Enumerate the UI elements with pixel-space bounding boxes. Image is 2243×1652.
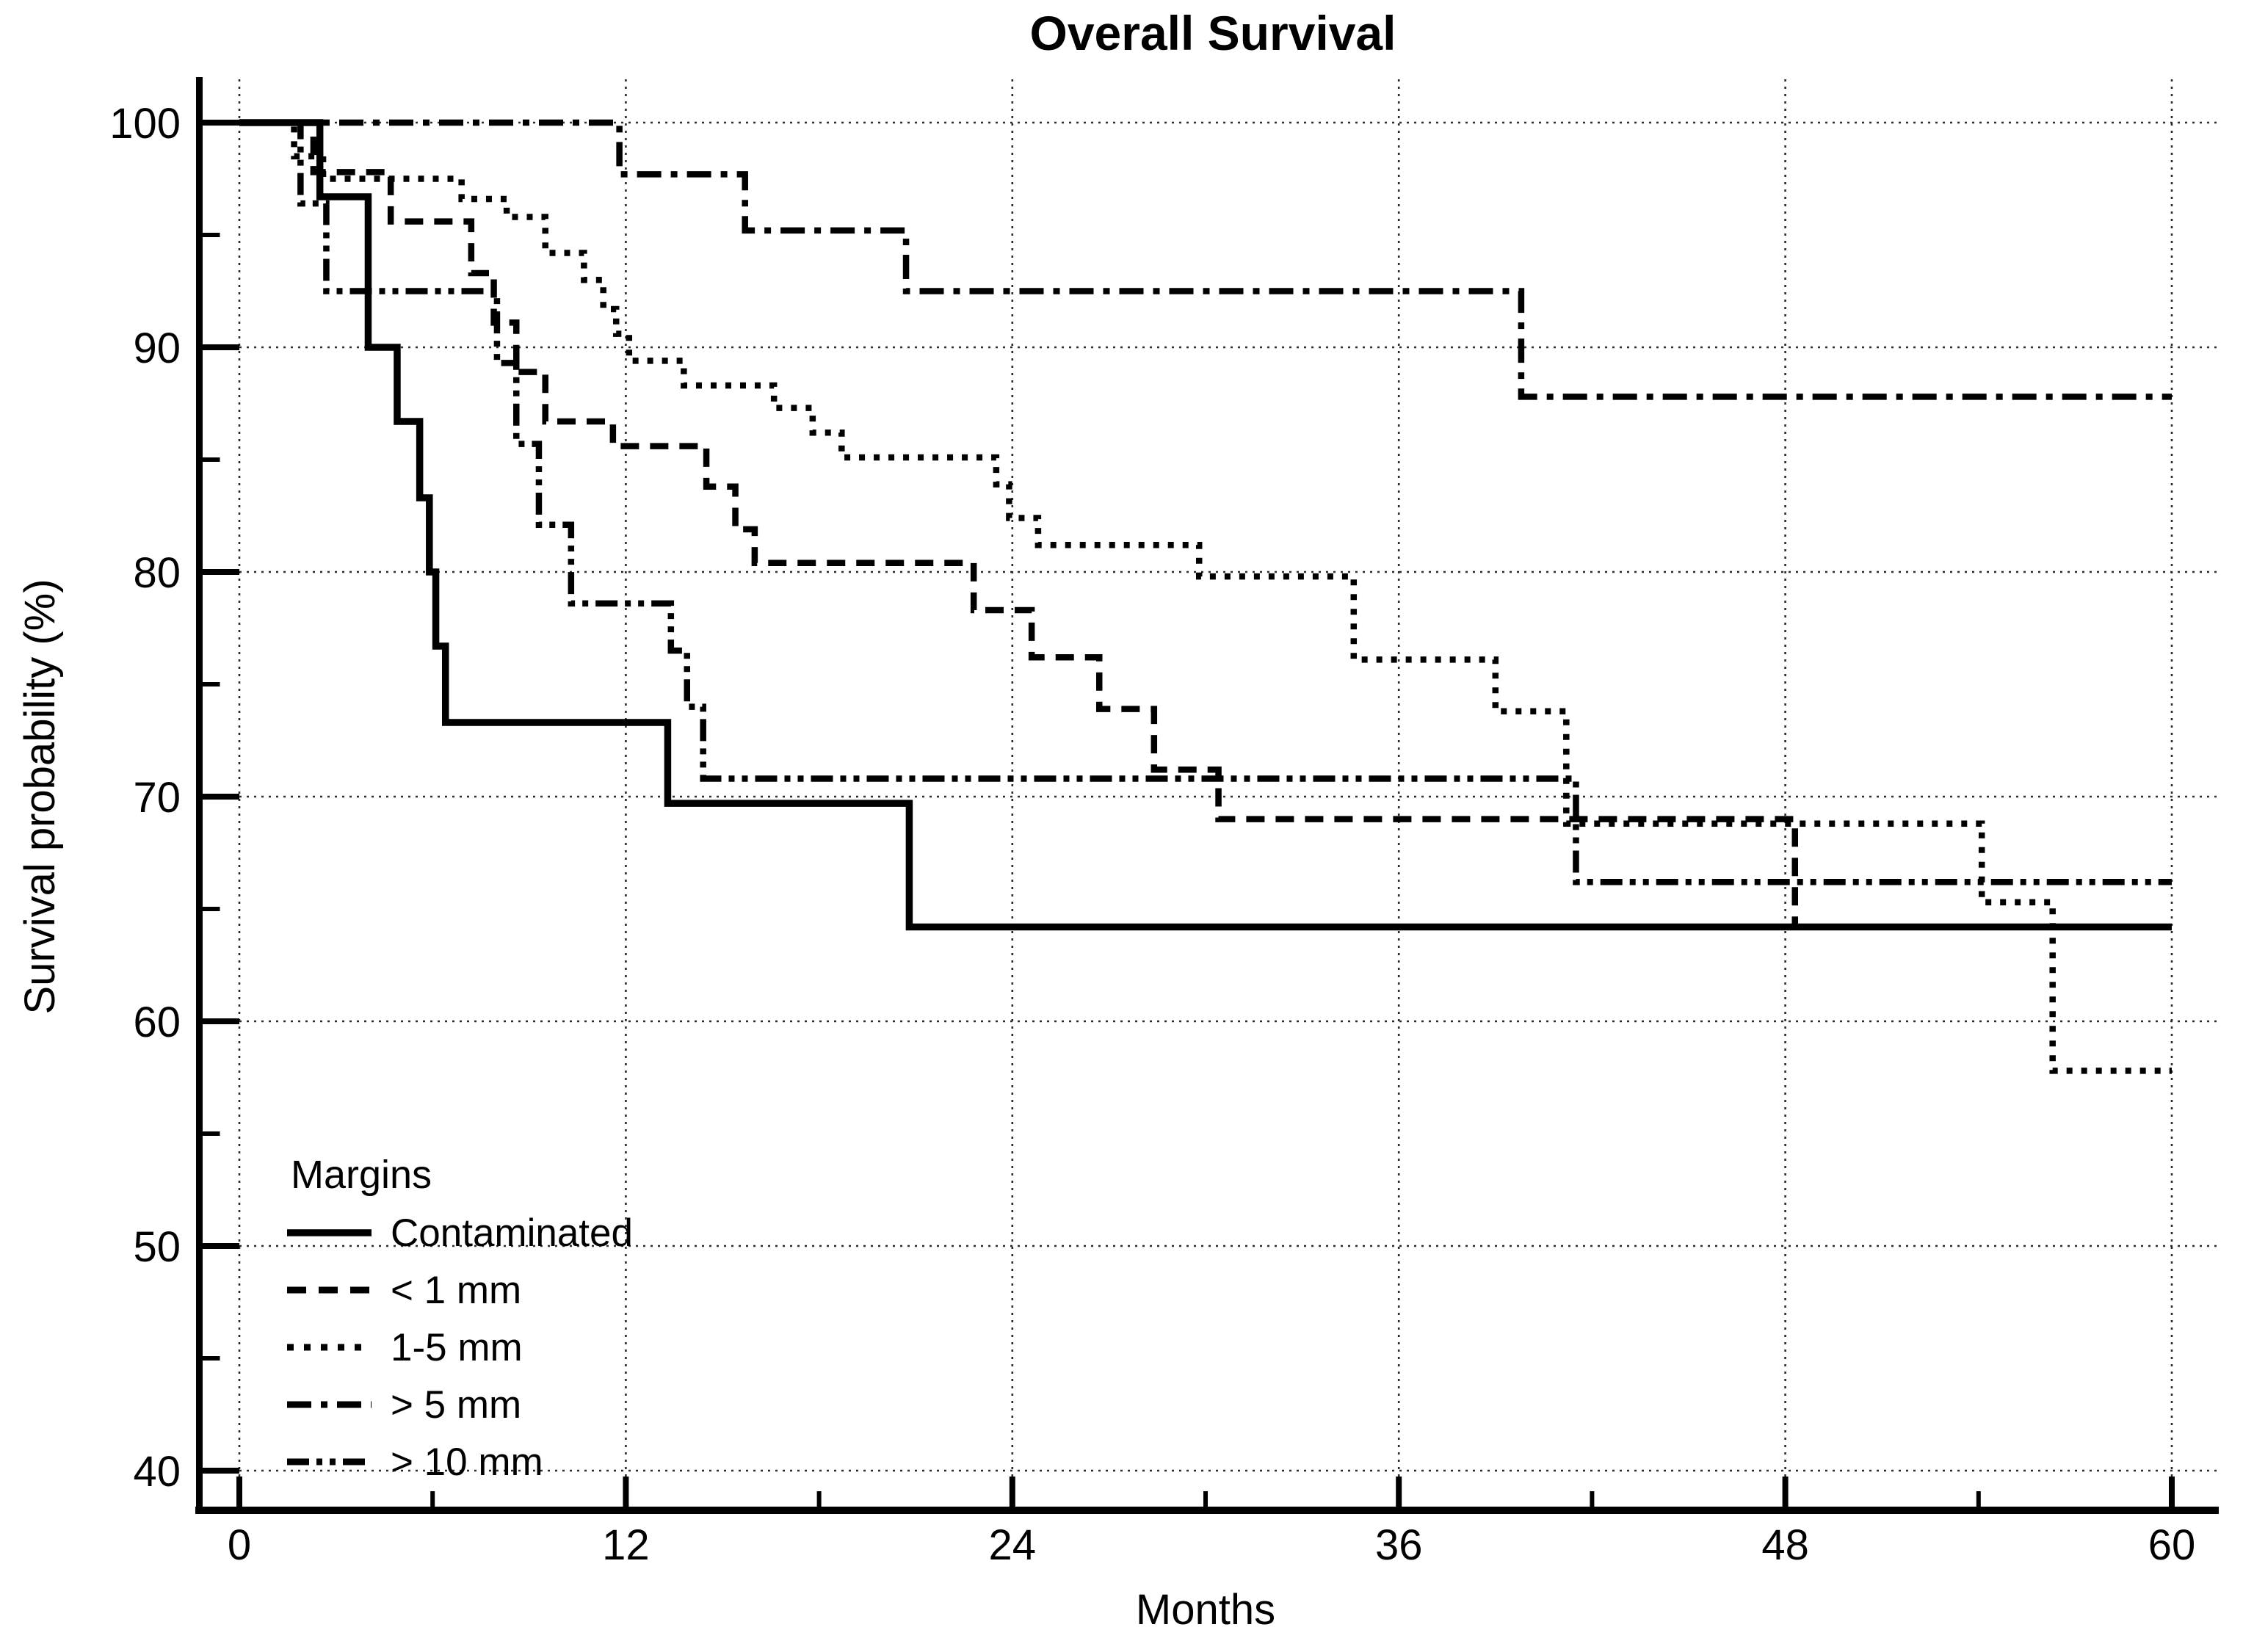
legend-item-5-mm: > 5 mm	[287, 1383, 521, 1427]
tick-labels: 100 90 80 70 60 50 40 0 12 24 36 48 60	[109, 100, 2195, 1569]
legend-item-contaminated: Contaminated	[287, 1211, 633, 1255]
x-tick-label: 24	[989, 1521, 1037, 1569]
x-tick-label: 12	[602, 1521, 650, 1569]
gridlines	[238, 79, 2217, 1507]
legend-item-10-mm: > 10 mm	[287, 1441, 543, 1484]
x-tick-label: 60	[2148, 1521, 2196, 1569]
y-tick-label: 40	[133, 1448, 181, 1496]
legend-item-label: 1-5 mm	[391, 1326, 523, 1369]
axes	[195, 77, 2219, 1514]
legend: Margins Contaminated < 1 mm 1-5 mm > 5 mm > …	[287, 1153, 633, 1484]
y-tick-label: 60	[133, 999, 181, 1046]
legend-item-label: Contaminated	[391, 1211, 633, 1255]
x-tick-label: 48	[1761, 1521, 1809, 1569]
y-tick-label: 80	[133, 549, 181, 597]
legend-item-label: > 5 mm	[391, 1383, 521, 1427]
y-tick-label: 70	[133, 774, 181, 822]
y-axis-label: Survival probability (%)	[16, 579, 64, 1014]
series-contaminated	[239, 119, 2172, 931]
chart-title: Overall Survival	[1030, 6, 1396, 60]
y-tick-label: 50	[133, 1223, 181, 1271]
x-tick-label: 36	[1375, 1521, 1423, 1569]
series-10-mm	[239, 119, 2172, 885]
y-tick-label: 100	[109, 100, 181, 148]
series-1-5-mm	[239, 119, 2172, 1074]
survival-curves	[239, 119, 2172, 1074]
legend-item-label: > 10 mm	[391, 1441, 543, 1484]
series-5-mm	[239, 119, 2172, 400]
y-tick-label: 90	[133, 325, 181, 372]
legend-item-label: < 1 mm	[391, 1269, 521, 1312]
x-tick-label: 0	[228, 1521, 251, 1569]
legend-title: Margins	[291, 1153, 432, 1197]
series-1-mm	[239, 119, 2172, 930]
x-axis-label: Months	[1136, 1586, 1275, 1634]
legend-item-1-mm: < 1 mm	[287, 1269, 521, 1312]
legend-item-1-5-mm: 1-5 mm	[287, 1326, 523, 1369]
